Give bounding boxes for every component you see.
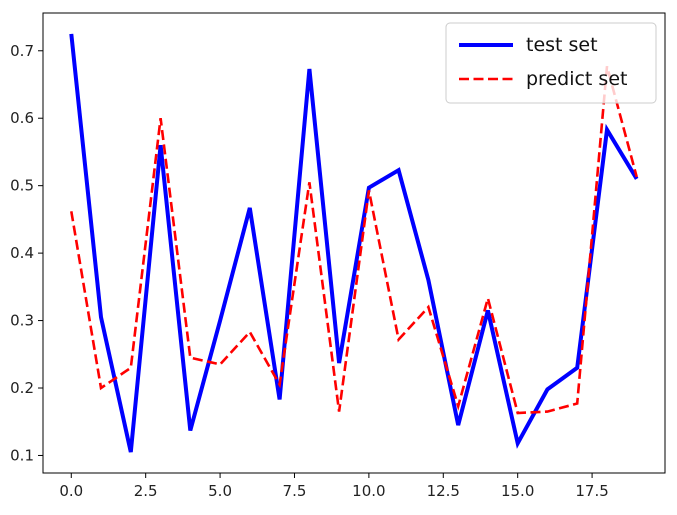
y-tick-label: 0.7 bbox=[10, 42, 34, 60]
y-tick-label: 0.4 bbox=[10, 244, 34, 262]
x-tick-label: 0.0 bbox=[59, 482, 83, 500]
legend: test set predict set bbox=[445, 22, 657, 104]
y-tick-label: 0.5 bbox=[10, 177, 34, 195]
y-tick-label: 0.1 bbox=[10, 446, 34, 464]
x-tick-label: 10.0 bbox=[352, 482, 385, 500]
plot-frame bbox=[42, 12, 666, 474]
axes-layer: 0.0 2.5 5.0 7.5 10.0 12.5 15.0 17.5 0.1 0.2 0.3 0.4… bbox=[10, 42, 609, 500]
series-layer bbox=[69, 33, 639, 453]
legend-label-test-set: test set bbox=[526, 34, 598, 56]
x-tick-label: 5.0 bbox=[208, 482, 232, 500]
y-tick-label: 0.2 bbox=[10, 379, 34, 397]
x-tick-label: 7.5 bbox=[283, 482, 307, 500]
x-tick-label: 2.5 bbox=[134, 482, 158, 500]
series-line-test-set bbox=[69, 33, 639, 453]
x-tick-label: 12.5 bbox=[427, 482, 460, 500]
legend-label-predict-set: predict set bbox=[526, 68, 627, 90]
y-tick-label: 0.3 bbox=[10, 312, 34, 330]
y-tick-label: 0.6 bbox=[10, 109, 34, 127]
x-tick-label: 17.5 bbox=[575, 482, 608, 500]
x-tick-label: 15.0 bbox=[501, 482, 534, 500]
